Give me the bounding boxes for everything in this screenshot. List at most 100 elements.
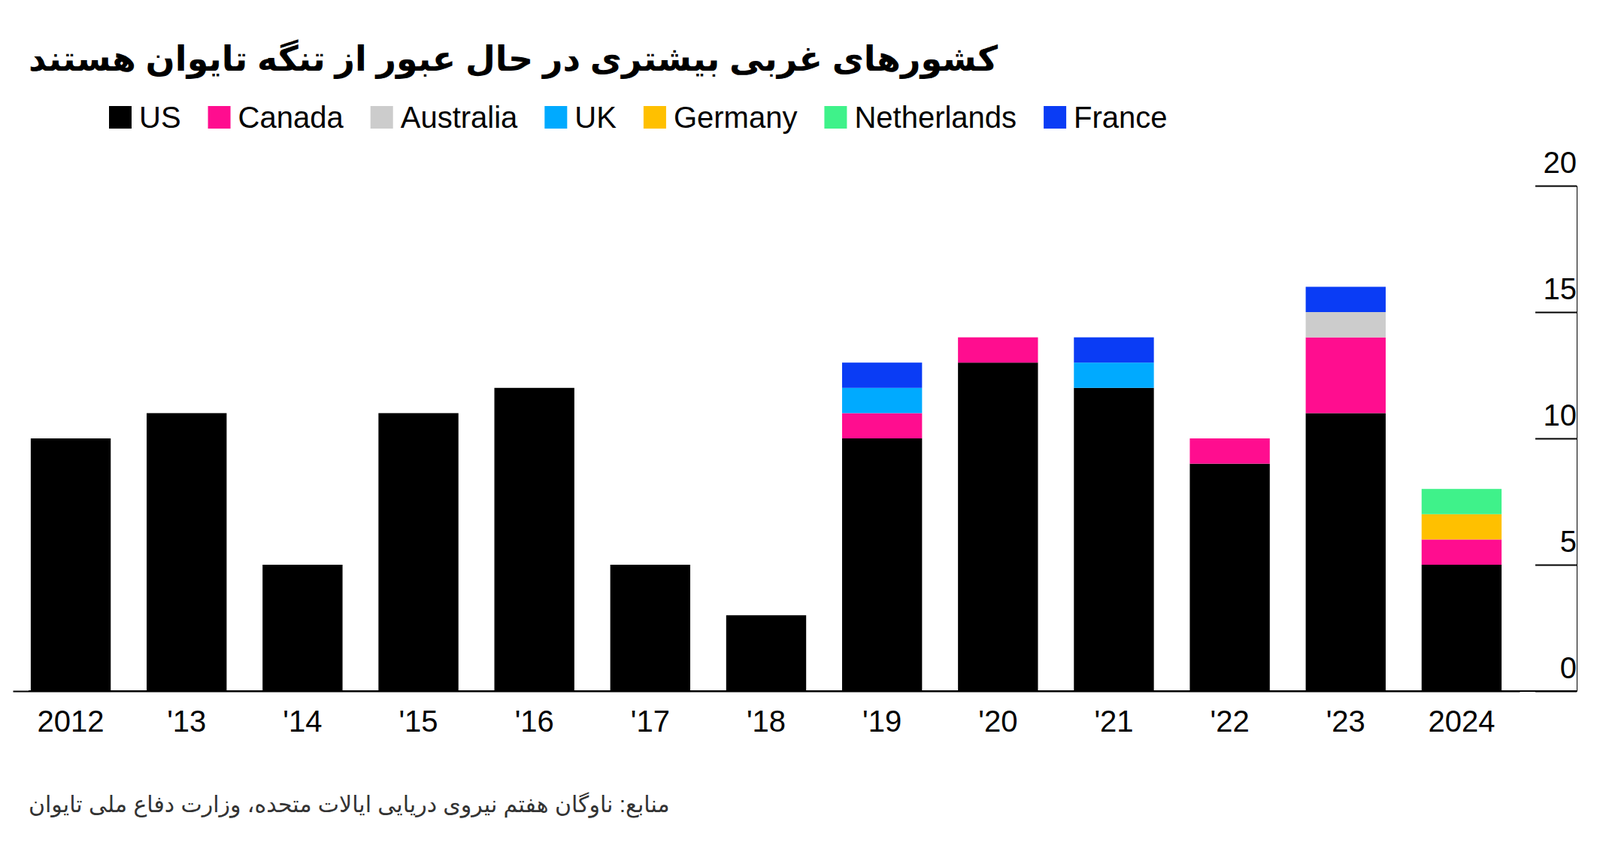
bar [1421,514,1502,540]
legend-swatch [824,106,847,129]
x-tick-label: '21 [1093,704,1134,738]
x-tick: '22 [1210,690,1250,738]
bar [1306,337,1386,414]
bar [378,412,458,414]
bar [610,564,691,566]
x-tick-label: '17 [630,704,670,738]
y-axis-line [1535,186,1578,692]
x-tick: '16 [515,690,555,738]
bar [610,564,691,691]
bar [726,615,807,616]
bar [1189,463,1270,691]
series [842,362,1155,413]
bar [30,438,111,440]
x-tick: '23 [1326,690,1366,738]
legend-label: France [1073,100,1168,134]
y-tick-label: 0 [1560,651,1577,685]
x-tick: 2012 [37,690,105,738]
bar [842,387,922,414]
bar [146,412,227,414]
legend: USCanadaAustraliaUKGermanyNetherlandsFra… [109,100,1168,134]
bar [957,336,1038,338]
legend-label: US [139,100,182,134]
y-tick: 10 [1535,398,1577,440]
x-tick-label: 2024 [1427,704,1495,738]
bar [842,412,922,439]
bar [494,387,575,388]
bar [842,438,922,691]
bar [726,615,807,616]
bar [1421,539,1502,565]
source: منابع: ناوگان هفتم نیروی دریایی ایالات م… [28,791,670,819]
bar [262,564,343,566]
legend-swatch [208,106,231,129]
bar [146,412,227,414]
bar [146,412,227,414]
bar [957,336,1038,338]
bar [378,412,458,414]
legend-swatch [370,106,394,129]
bar [610,564,691,566]
bar [378,412,458,414]
bar [146,412,227,691]
bar [262,564,343,566]
bar [262,564,343,566]
x-tick: 2024 [1427,690,1495,738]
x-tick-label: '14 [282,704,322,738]
bar [378,412,458,414]
legend-label: Netherlands [854,100,1017,134]
x-tick: '20 [978,690,1018,738]
x-tick-label: '20 [978,704,1018,738]
bar [146,412,227,414]
x-tick: '13 [166,690,207,738]
bar [378,412,458,414]
x-axis: 2012 '13 '14 '15 '16 '17 '18 '19 '20 '21 '22 '23 202… [13,690,1521,738]
bar [957,362,1038,691]
bar [262,564,343,691]
bar [1189,438,1270,464]
y-tick-label: 20 [1543,145,1578,179]
bar [1189,438,1270,440]
bar [262,564,343,566]
bar [1306,412,1386,691]
bar [262,564,343,566]
bar [726,615,807,616]
bars [30,286,1502,691]
bar [146,412,227,414]
bar [957,336,1038,338]
bar [1421,488,1502,515]
y-tick: 15 [1535,272,1577,313]
bar [957,337,1038,364]
bar [1306,312,1386,338]
bar [957,336,1038,338]
bar [726,615,807,616]
x-tick-label: '18 [746,704,786,738]
bar [610,564,691,566]
bar [726,615,807,691]
x-tick-label: '23 [1326,704,1366,738]
legend-swatch [643,106,667,129]
x-tick: '21 [1093,690,1134,738]
bar [610,564,691,566]
chart: کشورهای غربی بیشتری در حال عبور از تنگه … [0,0,1600,855]
x-tick-label: '15 [398,704,438,738]
x-tick-label: '13 [166,704,207,738]
bar [30,438,111,440]
series [1306,312,1386,338]
baseline [28,690,1577,692]
bar [1189,438,1270,440]
bar [1189,438,1270,440]
bar [30,438,111,440]
title: کشورهای غربی بیشتری در حال عبور از تنگه … [28,39,998,79]
y-axis: 0 5 10 15 20 [1535,145,1578,692]
x-tick: '18 [746,690,786,738]
x-tick-label: '19 [862,704,902,738]
x-tick: '14 [282,690,322,738]
y-tick: 5 [1535,524,1577,566]
series [30,362,1502,691]
bar [1421,564,1502,691]
bar [957,336,1038,338]
bar [494,387,575,388]
y-tick-mark [1535,312,1577,314]
y-tick-label: 5 [1560,524,1577,558]
